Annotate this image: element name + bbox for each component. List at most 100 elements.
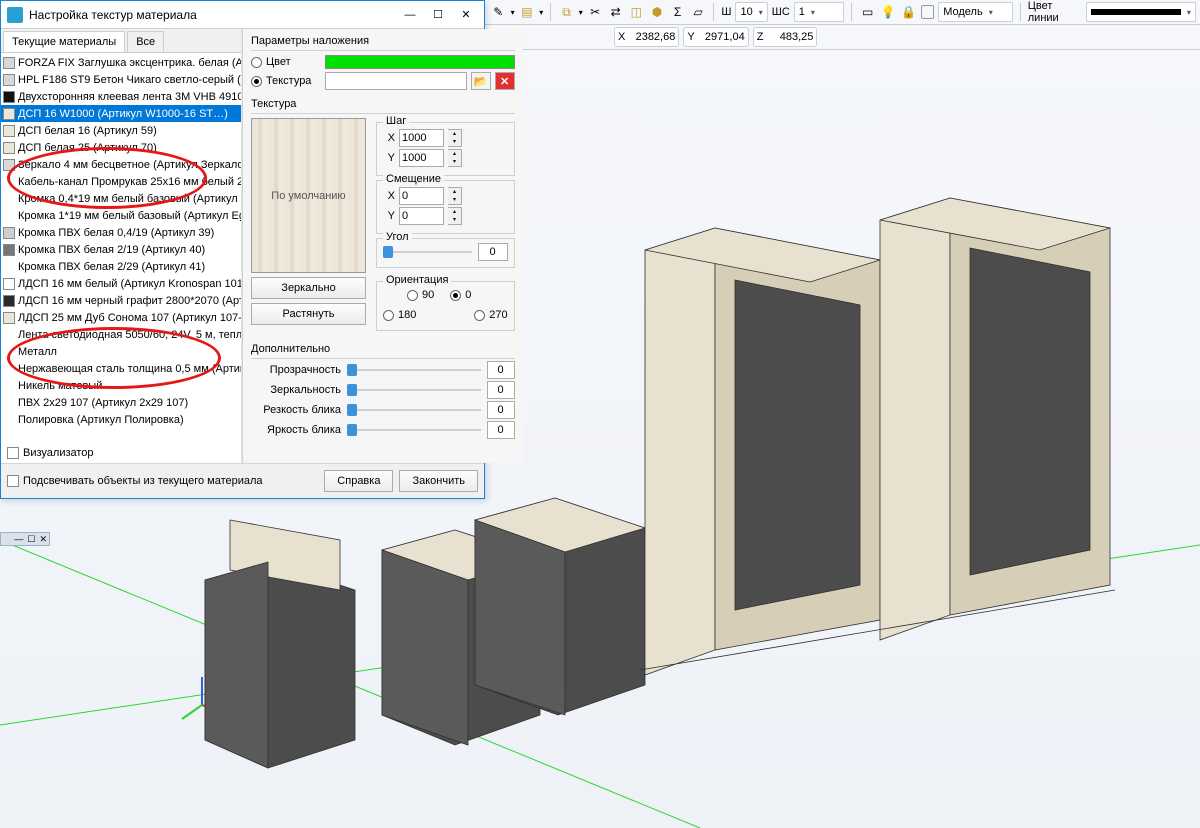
- visualizer-checkbox[interactable]: [7, 447, 19, 459]
- material-row[interactable]: ДСП белая 16 (Артикул 59): [1, 122, 241, 139]
- dialog-titlebar[interactable]: Настройка текстур материала — ☐ ✕: [1, 1, 484, 29]
- eraser-icon[interactable]: ▱: [690, 3, 707, 21]
- material-row[interactable]: ДСП 16 W1000 (Артикул W1000-16 ST…): [1, 105, 241, 122]
- material-row[interactable]: ЛДСП 16 мм черный графит 2800*2070 (Арти: [1, 292, 241, 309]
- material-row[interactable]: ПВХ 2х29 107 (Артикул 2х29 107): [1, 394, 241, 411]
- ruler-icon[interactable]: ▭: [859, 3, 876, 21]
- coord-y-input[interactable]: [697, 31, 745, 43]
- angle-value[interactable]: [478, 243, 508, 261]
- help-button[interactable]: Справка: [324, 470, 393, 492]
- material-row[interactable]: Кромка 0,4*19 мм белый базовый (Артикул …: [1, 190, 241, 207]
- material-row[interactable]: Кромка ПВХ белая 2/19 (Артикул 40): [1, 241, 241, 258]
- brightness-value[interactable]: [487, 421, 515, 439]
- texture-open-button[interactable]: 📂: [471, 72, 491, 90]
- linecolor-dropdown[interactable]: ▾: [1086, 2, 1196, 22]
- transparency-value[interactable]: [487, 361, 515, 379]
- off-x-input[interactable]: [399, 187, 444, 205]
- width-s-dropdown[interactable]: 1▾: [794, 2, 845, 22]
- coord-z-input[interactable]: [765, 31, 813, 43]
- minimize-button[interactable]: —: [396, 4, 424, 26]
- off-y-input[interactable]: [399, 207, 444, 225]
- material-row[interactable]: HPL F186 ST9 Бетон Чикаго светло-серый (…: [1, 71, 241, 88]
- transparency-slider[interactable]: [347, 367, 481, 373]
- dialog-title: Настройка текстур материала: [29, 8, 396, 22]
- texture-preview: По умолчанию: [251, 118, 366, 273]
- step-x-input[interactable]: [399, 129, 444, 147]
- material-label: Кромка ПВХ белая 2/29 (Артикул 41): [18, 261, 205, 273]
- material-label: Лента светодиодная 5050/60, 24V, 5 м, те…: [18, 329, 241, 341]
- material-row[interactable]: Кабель-канал Промрукав 25x16 мм белый 2 …: [1, 173, 241, 190]
- tab-all[interactable]: Все: [127, 31, 164, 52]
- lock-icon[interactable]: 🔒: [901, 3, 918, 21]
- color-radio[interactable]: [251, 57, 262, 68]
- layers-icon[interactable]: ▤: [519, 3, 536, 21]
- app-icon: [7, 7, 23, 23]
- close-button[interactable]: ✕: [452, 4, 480, 26]
- orient-180-radio[interactable]: [383, 310, 394, 321]
- material-label: ДСП белая 25 (Артикул 70): [18, 142, 157, 154]
- sharpness-slider[interactable]: [347, 407, 481, 413]
- sharpness-value[interactable]: [487, 401, 515, 419]
- texture-delete-button[interactable]: ✕: [495, 72, 515, 90]
- material-row[interactable]: ДСП белая 25 (Артикул 70): [1, 139, 241, 156]
- material-row[interactable]: FORZA FIX Заглушка эксцентрика. белая (А…: [1, 54, 241, 71]
- material-row[interactable]: Двухсторонняя клеевая лента 3М VHB 4910F…: [1, 88, 241, 105]
- orient-270-radio[interactable]: [474, 310, 485, 321]
- model-dropdown[interactable]: Модель▾: [938, 2, 1013, 22]
- visualizer-label: Визуализатор: [23, 447, 94, 459]
- specular-value[interactable]: [487, 381, 515, 399]
- brightness-slider[interactable]: [347, 427, 481, 433]
- material-row[interactable]: Кромка 1*19 мм белый базовый (Артикул Eg…: [1, 207, 241, 224]
- angle-slider[interactable]: [383, 249, 472, 255]
- swap-icon[interactable]: ⇄: [607, 3, 624, 21]
- highlight-objects-checkbox[interactable]: [7, 475, 19, 487]
- material-label: FORZA FIX Заглушка эксцентрика. белая (А…: [18, 57, 241, 69]
- width-dropdown[interactable]: 10▾: [735, 2, 767, 22]
- material-label: Кромка 1*19 мм белый базовый (Артикул Eg…: [18, 210, 241, 222]
- step-y-input[interactable]: [399, 149, 444, 167]
- material-row[interactable]: Зеркало 4 мм бесцветное (Артикул Зеркало…: [1, 156, 241, 173]
- stretch-button[interactable]: Растянуть: [251, 303, 366, 325]
- texture-path-input[interactable]: [325, 72, 467, 90]
- blank-icon[interactable]: [921, 5, 934, 19]
- material-label: Металл: [18, 346, 57, 358]
- sigma-icon[interactable]: Σ: [669, 3, 686, 21]
- pencil-icon[interactable]: ✎: [490, 3, 507, 21]
- color-swatch[interactable]: [325, 55, 515, 69]
- bulb-icon[interactable]: 💡: [880, 3, 897, 21]
- highlight-objects-label: Подсвечивать объекты из текущего материа…: [23, 475, 263, 487]
- cube-icon[interactable]: ⬢: [649, 3, 666, 21]
- material-row[interactable]: Нержавеющая сталь толщина 0,5 мм (Артику…: [1, 360, 241, 377]
- finish-button[interactable]: Закончить: [399, 470, 478, 492]
- linecolor-label: Цвет линии: [1028, 0, 1082, 24]
- coord-x-group: X: [614, 27, 679, 47]
- material-row[interactable]: Полировка (Артикул Полировка): [1, 411, 241, 428]
- coord-x-input[interactable]: [627, 31, 675, 43]
- copy-icon[interactable]: ⧉: [558, 3, 575, 21]
- material-row[interactable]: Кромка ПВХ белая 0,4/19 (Артикул 39): [1, 224, 241, 241]
- material-label: ЛДСП 16 мм белый (Артикул Kronospan 101 …: [18, 278, 241, 290]
- cut-icon[interactable]: ✂: [587, 3, 604, 21]
- material-row[interactable]: ЛДСП 25 мм Дуб Сонома 107 (Артикул 107-2…: [1, 309, 241, 326]
- plane-icon[interactable]: ◫: [628, 3, 645, 21]
- material-row[interactable]: Металл: [1, 343, 241, 360]
- material-label: Двухсторонняя клеевая лента 3М VHB 4910F…: [18, 91, 241, 103]
- specular-slider[interactable]: [347, 387, 481, 393]
- material-row[interactable]: Никель матовый: [1, 377, 241, 394]
- overlay-title: Параметры наложения: [251, 33, 515, 51]
- material-row[interactable]: ЛДСП 16 мм белый (Артикул Kronospan 101 …: [1, 275, 241, 292]
- material-row[interactable]: Кромка ПВХ белая 2/29 (Артикул 41): [1, 258, 241, 275]
- tab-current[interactable]: Текущие материалы: [3, 31, 125, 52]
- texture-radio[interactable]: [251, 76, 262, 87]
- materials-list[interactable]: FORZA FIX Заглушка эксцентрика. белая (А…: [1, 53, 241, 443]
- orient-0-radio[interactable]: [450, 290, 461, 301]
- material-label: Кромка ПВХ белая 2/19 (Артикул 40): [18, 244, 205, 256]
- maximize-button[interactable]: ☐: [424, 4, 452, 26]
- orient-90-radio[interactable]: [407, 290, 418, 301]
- material-row[interactable]: Лента светодиодная 5050/60, 24V, 5 м, те…: [1, 326, 241, 343]
- material-label: Кабель-канал Промрукав 25x16 мм белый 2 …: [18, 176, 241, 188]
- mirror-button[interactable]: Зеркально: [251, 277, 366, 299]
- material-label: Полировка (Артикул Полировка): [18, 414, 184, 426]
- docked-mini-window[interactable]: — ☐ ✕: [0, 532, 50, 546]
- material-label: ДСП 16 W1000 (Артикул W1000-16 ST…): [18, 108, 228, 120]
